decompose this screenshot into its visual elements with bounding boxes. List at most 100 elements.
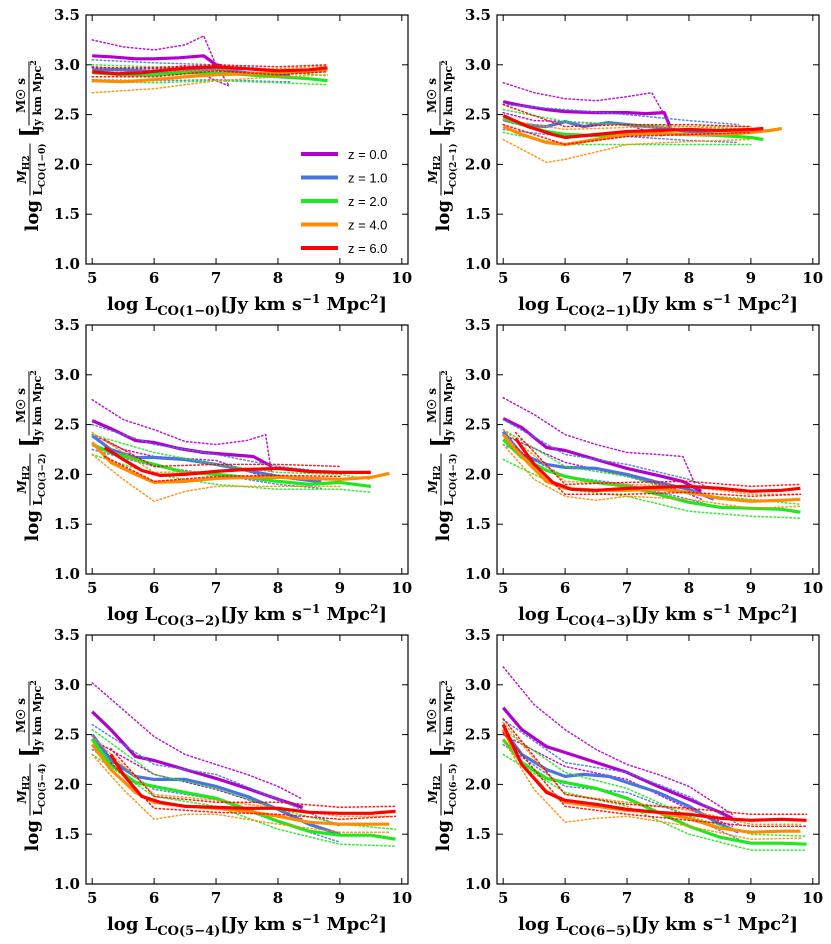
y-axis-unit-numerator: M☉ s xyxy=(14,698,28,733)
series-spread-line xyxy=(91,423,323,473)
series-spread-line xyxy=(91,753,391,833)
x-tick-label: 9 xyxy=(746,579,756,597)
x-axis-label-sup2: 2 xyxy=(781,912,789,926)
y-axis-unit-denominator: Jy km Mpc2 xyxy=(28,60,44,132)
x-axis-label-end: ] xyxy=(379,914,388,935)
y-axis-unit-numerator: M☉ s xyxy=(425,698,439,733)
x-axis-label: log LCO(1−0)[Jy km s−1 Mpc2] xyxy=(107,292,387,319)
legend-label: z = 0.0 xyxy=(348,147,387,162)
y-axis-label-log: log xyxy=(433,200,454,232)
y-tick-label: 2.5 xyxy=(54,106,80,124)
y-num-main: M xyxy=(426,480,440,495)
y-axis-unit-numerator: M☉ s xyxy=(425,388,439,423)
x-axis-label-main: log L xyxy=(518,604,569,625)
y-tick-label: 2.0 xyxy=(465,465,491,483)
series-spread-line xyxy=(91,34,230,86)
y-bracket-open: [ xyxy=(16,747,42,757)
series-line xyxy=(502,125,783,147)
x-axis-label-sup2: 2 xyxy=(781,602,789,616)
y-tick-label: 1.0 xyxy=(54,565,80,583)
x-axis-label: log LCO(5−4)[Jy km s−1 Mpc2] xyxy=(107,912,387,939)
series-spread-line xyxy=(502,81,665,116)
x-tick-label: 7 xyxy=(211,889,221,907)
series-line xyxy=(502,118,739,137)
x-axis-label-sub: CO(5−4) xyxy=(157,924,220,939)
legend: z = 0.0 z = 1.0 z = 2.0 z = 4.0 z = 6.0 xyxy=(301,147,387,256)
x-axis-label-sub: CO(2−1) xyxy=(568,304,631,319)
series-line xyxy=(103,446,371,477)
series-spread-line xyxy=(502,428,802,496)
x-tick-label: 9 xyxy=(335,269,345,287)
y-axis-label-log: log xyxy=(22,820,43,852)
y-bracket-open: [ xyxy=(427,747,453,757)
plot-area xyxy=(501,666,808,851)
x-axis-label-end: ] xyxy=(790,914,799,935)
series-spread-line xyxy=(502,123,752,146)
y-tick-label: 1.0 xyxy=(465,255,491,273)
y-axis-label-numerator: MH2 xyxy=(15,465,32,494)
series-spread-line xyxy=(91,433,372,481)
y-tick-label: 1.5 xyxy=(465,825,491,843)
series-spread-line xyxy=(514,445,802,498)
series-line xyxy=(501,723,807,822)
x-tick-label: 10 xyxy=(391,889,412,907)
x-tick-label: 7 xyxy=(622,889,632,907)
plot-frame xyxy=(496,14,820,265)
x-tick-label: 6 xyxy=(560,579,570,597)
y-axis-unit-denominator: Jy km Mpc2 xyxy=(439,60,455,132)
series-spread-line xyxy=(91,74,329,94)
x-tick-label: 9 xyxy=(335,579,345,597)
y-axis-label-log: log xyxy=(22,200,43,232)
x-axis-label-main: log L xyxy=(107,604,158,625)
y-bracket-open: [ xyxy=(16,437,42,447)
y-tick-label: 1.0 xyxy=(465,565,491,583)
x-tick-label: 5 xyxy=(498,579,508,597)
x-tick-label: 10 xyxy=(802,889,823,907)
series-spread-line xyxy=(502,103,740,126)
x-axis-label-unit: [Jy km s xyxy=(631,604,713,625)
y-axis-unit-denominator: Jy km Mpc2 xyxy=(439,370,455,442)
x-tick-label: 9 xyxy=(746,889,756,907)
x-axis-label: log LCO(6−5)[Jy km s−1 Mpc2] xyxy=(518,912,798,939)
series-spread-line xyxy=(502,433,703,501)
plot-frame xyxy=(85,324,409,575)
series-spread-line xyxy=(91,70,329,78)
y-axis-label-denominator: LCO(3−2) xyxy=(31,453,48,505)
x-axis-label-sup: −1 xyxy=(302,602,320,616)
y-den-main: L xyxy=(31,497,45,506)
y-unit-den-main: Jy km Mpc xyxy=(31,685,44,751)
x-axis-label-main: log L xyxy=(518,294,569,315)
x-tick-label: 10 xyxy=(391,269,412,287)
y-den-sub: CO(5−4) xyxy=(37,763,48,807)
x-tick-label: 8 xyxy=(684,889,694,907)
legend-label: z = 4.0 xyxy=(348,218,387,233)
series-line xyxy=(92,54,223,68)
x-tick-label: 9 xyxy=(335,889,345,907)
series-line xyxy=(92,68,328,84)
y-unit-den-sup: 2 xyxy=(439,60,449,66)
x-tick-label: 10 xyxy=(802,579,823,597)
series-line xyxy=(90,733,341,836)
x-tick-label: 8 xyxy=(273,579,283,597)
x-axis-label-sup: −1 xyxy=(302,292,320,306)
x-axis-label-sub: CO(1−0) xyxy=(157,304,220,319)
series-line xyxy=(91,443,372,488)
y-unit-den-sup: 2 xyxy=(28,370,38,376)
series-line xyxy=(502,114,764,140)
y-den-main: L xyxy=(31,807,45,816)
x-tick-label: 7 xyxy=(622,579,632,597)
x-tick-label: 8 xyxy=(684,269,694,287)
y-tick-label: 1.5 xyxy=(465,205,491,223)
series-spread-line xyxy=(502,731,808,827)
plot-area xyxy=(91,34,329,94)
y-num-sub: H2 xyxy=(22,775,32,790)
series-spread-line xyxy=(91,735,391,818)
y-tick-label: 1.5 xyxy=(54,825,80,843)
series-spread-line xyxy=(502,138,752,164)
x-axis-label-unit2: Mpc xyxy=(731,914,781,935)
y-tick-label: 1.0 xyxy=(54,875,80,893)
y-tick-label: 3.5 xyxy=(465,316,491,334)
y-tick-label: 3.5 xyxy=(54,626,80,644)
x-axis-label: log LCO(4−3)[Jy km s−1 Mpc2] xyxy=(518,602,798,629)
